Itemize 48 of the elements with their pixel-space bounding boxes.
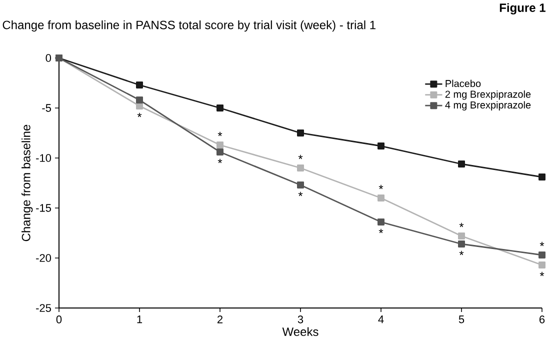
point: [538, 173, 546, 180]
annotation: *: [378, 184, 384, 190]
point: [458, 232, 465, 240]
x-tick-label: 0: [56, 316, 62, 324]
annotation: *: [298, 154, 303, 160]
legend-label: 4 mg Brexpiprazole: [445, 101, 531, 111]
point: [458, 240, 465, 248]
annotation: *: [378, 228, 384, 234]
annotation: *: [459, 222, 464, 228]
annotation: *: [298, 192, 303, 196]
annotation: *: [540, 242, 544, 246]
x-tick-label: 6: [540, 316, 545, 324]
point: [538, 261, 546, 268]
point: [378, 218, 384, 226]
annotation: *: [137, 112, 142, 118]
x-tick-label: 4: [378, 316, 384, 324]
legend-label: Placebo: [446, 80, 481, 88]
chart-title: Change from baseline in PANSS total score by trial visit (week) - trial 1: [2, 20, 376, 32]
point: [216, 142, 224, 148]
x-tick-label: 3: [298, 316, 304, 324]
annotation: *: [459, 250, 464, 256]
y-tick-label: 0: [46, 54, 52, 62]
caption: Figure 1: [500, 3, 546, 14]
y-axis-title: Change from baseline: [22, 124, 33, 242]
point: [216, 148, 224, 156]
y-tick-label: -15: [36, 204, 51, 212]
point: [136, 81, 143, 88]
y-tick-label: -20: [36, 254, 52, 262]
point: [378, 142, 384, 150]
point: [216, 104, 224, 112]
x-axis-title: Weeks: [282, 327, 318, 336]
point: [297, 164, 304, 172]
legend-label: 2 mg Brexpiprazole: [445, 90, 531, 100]
annotation: *: [218, 132, 222, 136]
y-tick-label: -10: [36, 154, 52, 162]
point: [297, 182, 304, 188]
point: [297, 129, 304, 136]
annotation: *: [218, 158, 222, 164]
point: [136, 96, 143, 104]
x-tick-label: 5: [458, 316, 464, 324]
annotation: *: [540, 272, 544, 276]
x-tick-label: 2: [217, 316, 223, 324]
point: [538, 252, 546, 258]
point: [458, 160, 465, 168]
y-tick-label: -25: [36, 304, 51, 312]
point: [378, 194, 384, 202]
x-tick-label: 1: [137, 316, 142, 324]
y-tick-label: -5: [42, 104, 51, 112]
